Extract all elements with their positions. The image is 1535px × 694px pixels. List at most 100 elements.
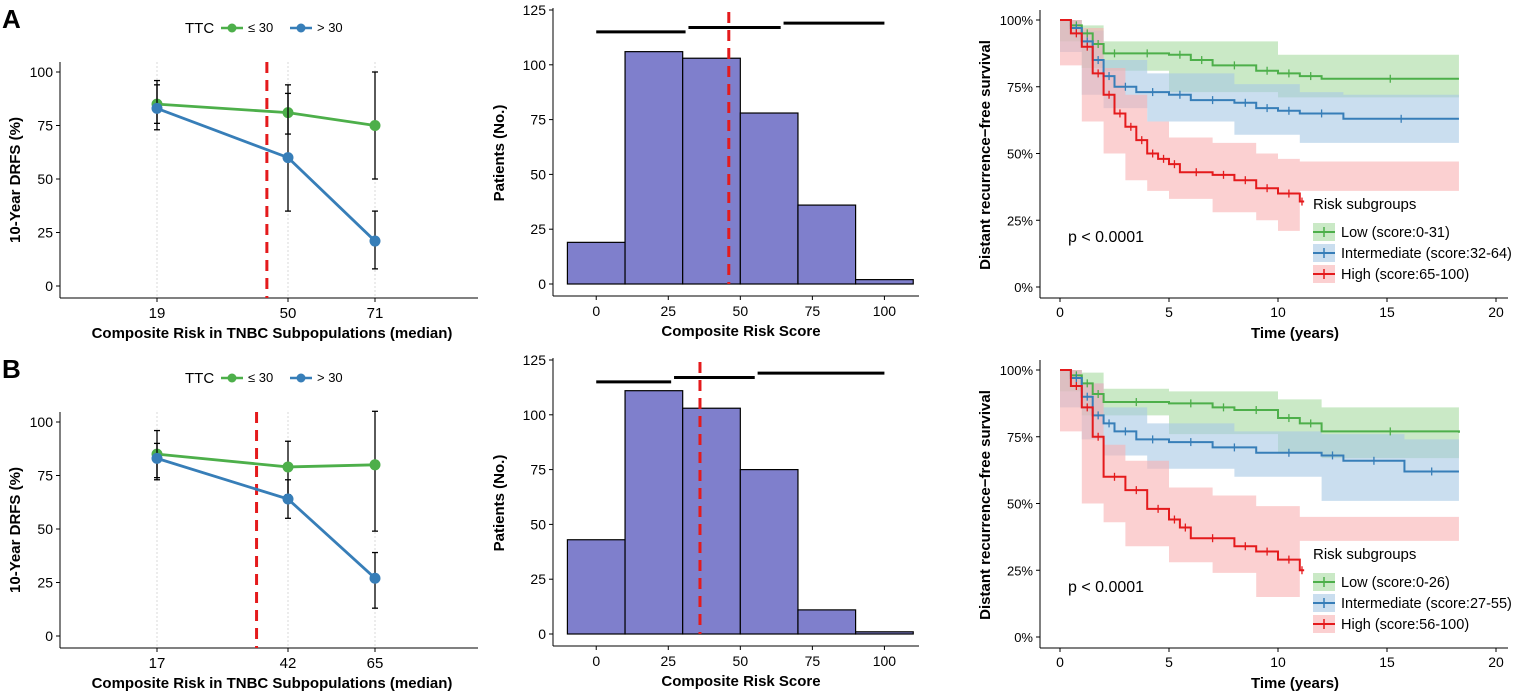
x-tick-label-2: 10	[1270, 304, 1286, 320]
x-tick-label-2: 71	[367, 305, 384, 322]
x-tick-label-2: 50	[733, 653, 749, 669]
x-tick-label-0: 19	[149, 305, 166, 322]
x-tick-label-3: 15	[1379, 654, 1395, 670]
legend-swatch-dot-1	[296, 23, 306, 33]
x-axis-title: Time (years)	[1251, 675, 1339, 692]
y-tick-label-1: 25%	[1007, 563, 1033, 578]
legend-label-0: ≤ 30	[248, 20, 273, 35]
panel-a-risk-histogram: 0 25 50 75 100 125 0 25 50 75 100 Composite Risk Sc…	[491, 2, 919, 340]
x-tick-label-1: 5	[1165, 304, 1173, 320]
y-axis-title: Distant recurrence−free survival	[977, 390, 994, 620]
panel-a-km-survival-chart: 0% 25% 50% 75% 100% 0 5 10 15 20 Time (years) Dista…	[977, 10, 1512, 342]
y-tick-label-1: 25	[530, 571, 546, 587]
x-tick-label-2: 65	[367, 655, 384, 672]
legend-label-2: High (score:65-100)	[1341, 267, 1469, 283]
histogram-bar-3	[739, 112, 799, 285]
legend-swatch-dot-1	[296, 373, 306, 383]
legend-label-0: Low (score:0-26)	[1341, 575, 1450, 591]
y-tick-label-2: 50	[37, 521, 53, 537]
histogram-bar-1	[624, 390, 684, 635]
y-tick-label-2: 50	[530, 166, 546, 182]
data-point-0-1	[282, 461, 294, 473]
legend-label-1: Intermediate (score:27-55)	[1341, 596, 1512, 612]
x-tick-label-1: 25	[660, 303, 676, 319]
x-tick-label-3: 15	[1379, 304, 1395, 320]
x-tick-label-4: 20	[1488, 304, 1504, 320]
x-axis-title: Composite Risk in TNBC Subpopulations (m…	[92, 325, 453, 342]
y-tick-label-2: 50%	[1007, 497, 1033, 512]
legend-label-0: Low (score:0-31)	[1341, 225, 1450, 241]
y-axis-title: 10-Year DRFS (%)	[7, 467, 24, 593]
legend-title: Risk subgroups	[1313, 546, 1416, 563]
y-tick-label-2: 50	[530, 516, 546, 532]
histogram-bar-2	[682, 407, 741, 635]
y-tick-label-3: 75	[530, 112, 546, 128]
data-point-0-2	[369, 120, 381, 131]
x-tick-label-2: 10	[1270, 654, 1286, 670]
panel-b-risk-histogram: 0 25 50 75 100 125 0 25 50 75 100 Composite Risk Sc…	[491, 352, 919, 690]
x-tick-label-2: 50	[733, 303, 749, 319]
histogram-bar-4	[797, 609, 857, 635]
data-point-1-0	[151, 102, 163, 114]
y-tick-label-0: 0%	[1014, 280, 1033, 295]
panel-b-drfs-line-chart: TTC ≤ 30 > 30 0 25 50 75 100 17 42 65 Composite Ris…	[7, 370, 478, 692]
histogram-bar-4	[797, 204, 857, 285]
x-tick-label-3: 75	[805, 653, 821, 669]
x-axis-title: Composite Risk Score	[661, 323, 820, 340]
histogram-bar-1	[624, 51, 684, 285]
x-tick-label-1: 42	[280, 655, 297, 672]
y-tick-label-4: 100%	[1000, 363, 1034, 378]
data-point-1-1	[282, 152, 294, 164]
y-tick-label-4: 100	[523, 407, 547, 423]
panel-a-drfs-line-chart: TTC ≤ 30 > 30 0 25 50 75 100 19 50 71 Composite Ris…	[7, 20, 478, 342]
y-tick-label-3: 75	[37, 118, 53, 134]
legend-label-0: ≤ 30	[248, 370, 273, 385]
panel-b-km-survival-chart: 0% 25% 50% 75% 100% 0 5 10 15 20 Time (years) Dista…	[977, 360, 1512, 692]
data-point-1-2	[369, 235, 381, 247]
data-point-1-0	[151, 452, 163, 464]
x-tick-label-0: 0	[592, 303, 600, 319]
y-tick-label-0: 0	[45, 628, 53, 644]
legend-swatch-dot-0	[227, 23, 237, 33]
y-tick-label-1: 25	[37, 225, 53, 241]
legend-label-1: Intermediate (score:32-64)	[1341, 246, 1512, 262]
y-tick-label-5: 125	[523, 352, 547, 368]
p-value-label: p < 0.0001	[1068, 579, 1144, 596]
y-tick-label-4: 100	[30, 64, 54, 80]
data-point-0-2	[369, 459, 381, 471]
x-tick-label-0: 17	[149, 655, 166, 672]
x-tick-label-1: 50	[280, 305, 297, 322]
y-axis-title: Distant recurrence−free survival	[977, 40, 994, 270]
y-tick-label-1: 25%	[1007, 213, 1033, 228]
y-tick-label-0: 0	[538, 626, 546, 642]
x-tick-label-0: 0	[1056, 654, 1064, 670]
legend-swatch-dot-0	[227, 373, 237, 383]
x-tick-label-4: 100	[873, 303, 897, 319]
y-tick-label-3: 75%	[1007, 80, 1033, 95]
y-tick-label-1: 25	[37, 575, 53, 591]
x-tick-label-4: 100	[873, 653, 897, 669]
confidence-band-1	[1060, 20, 1459, 143]
y-tick-label-1: 25	[530, 221, 546, 237]
histogram-bar-0	[566, 539, 626, 635]
p-value-label: p < 0.0001	[1068, 229, 1144, 246]
x-axis-title: Composite Risk in TNBC Subpopulations (m…	[92, 675, 453, 692]
data-point-1-2	[369, 572, 381, 584]
series-line-1	[156, 457, 376, 580]
histogram-bar-2	[682, 57, 741, 285]
y-tick-label-4: 100	[30, 414, 54, 430]
histogram-bar-5	[854, 279, 914, 285]
x-axis-title: Composite Risk Score	[661, 673, 820, 690]
y-axis-title: Patients (No.)	[491, 105, 508, 202]
x-tick-label-0: 0	[1056, 304, 1064, 320]
legend-label-2: High (score:56-100)	[1341, 617, 1469, 633]
x-axis-title: Time (years)	[1251, 325, 1339, 342]
confidence-band-2	[1060, 370, 1459, 597]
panel-label-a: A	[2, 4, 21, 34]
histogram-bar-0	[566, 241, 626, 285]
y-tick-label-4: 100%	[1000, 13, 1034, 28]
x-tick-label-3: 75	[805, 303, 821, 319]
y-tick-label-0: 0	[45, 278, 53, 294]
histogram-bar-3	[739, 469, 799, 635]
y-tick-label-3: 75%	[1007, 430, 1033, 445]
